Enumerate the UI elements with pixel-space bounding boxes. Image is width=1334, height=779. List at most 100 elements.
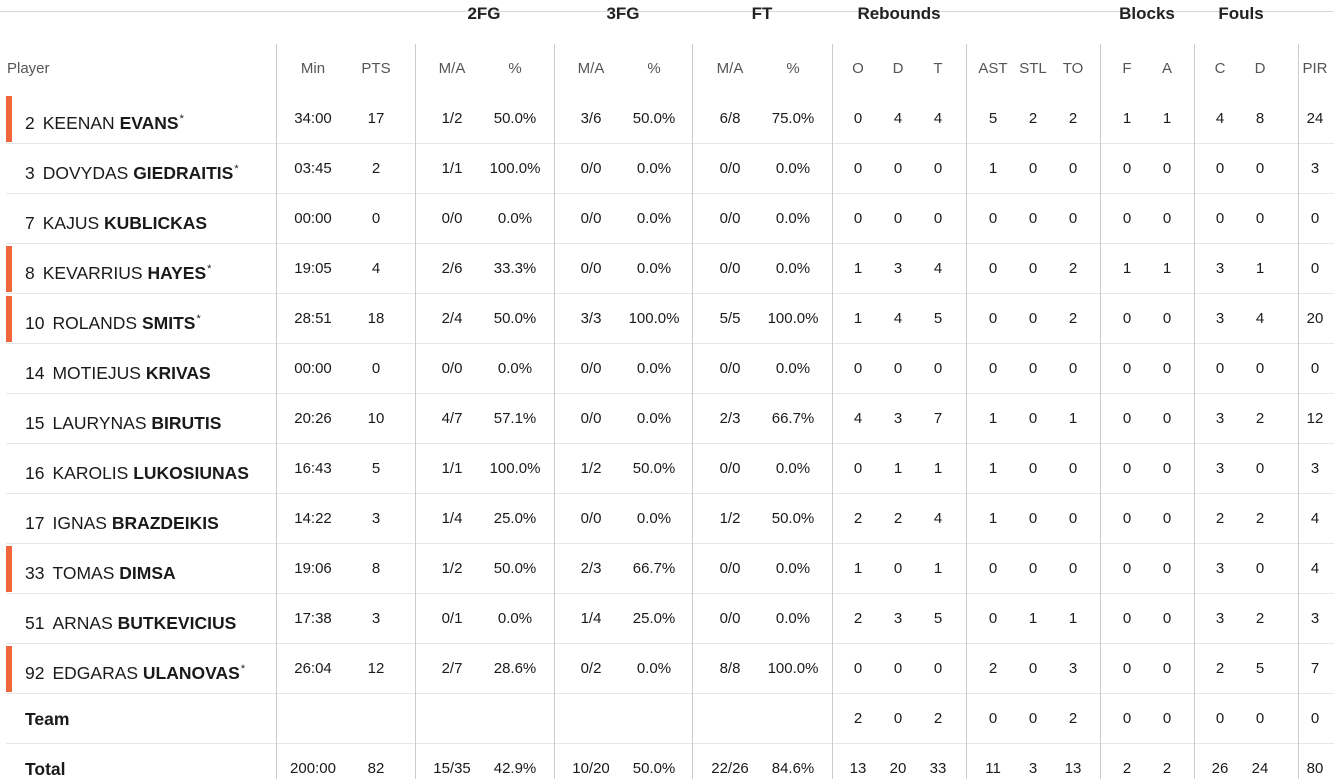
starter-indicator bbox=[6, 296, 12, 342]
stat-ast: 5 bbox=[988, 110, 998, 127]
stat-to: 1 bbox=[1068, 410, 1078, 427]
stat-3fg-pct: 66.7% bbox=[632, 560, 676, 577]
stat-fouls-drawn: 8 bbox=[1255, 110, 1265, 127]
stat-reb-def: 0 bbox=[893, 710, 903, 727]
stat-blk-against: 0 bbox=[1162, 460, 1172, 477]
stat-fouls-drawn: 2 bbox=[1255, 610, 1265, 627]
column-header-2fg-ma[interactable]: M/A bbox=[438, 60, 466, 77]
player-name[interactable]: 17 IGNAS BRAZDEIKIS bbox=[25, 494, 220, 544]
player-name[interactable]: 10 ROLANDS SMITS* bbox=[25, 294, 201, 344]
player-row[interactable]: 15 LAURYNAS BIRUTIS 20:26 10 4/7 57.1% 0/0 0.0%… bbox=[0, 394, 1334, 444]
stat-ft-pct: 0.0% bbox=[775, 360, 811, 377]
column-header-reb-off[interactable]: O bbox=[852, 60, 864, 77]
row-divider bbox=[6, 243, 1334, 244]
player-last-name: BIRUTIS bbox=[151, 413, 222, 433]
stat-reb-def: 2 bbox=[893, 510, 903, 527]
stat-blk-for: 0 bbox=[1122, 560, 1132, 577]
starter-indicator bbox=[6, 96, 12, 142]
starter-star: * bbox=[196, 313, 201, 325]
team-row-label: Team bbox=[25, 709, 70, 729]
player-row[interactable]: 16 KAROLIS LUKOSIUNAS 16:43 5 1/1 100.0% 1/2 50… bbox=[0, 444, 1334, 494]
player-row[interactable]: 8 KEVARRIUS HAYES* 19:05 4 2/6 33.3% 0/0 0.0% 0/… bbox=[0, 244, 1334, 294]
player-name[interactable]: 51 ARNAS BUTKEVICIUS bbox=[25, 594, 237, 644]
stat-fouls-committed: 3 bbox=[1215, 310, 1225, 327]
top-divider bbox=[0, 11, 1334, 12]
column-header-player[interactable]: Player bbox=[7, 60, 50, 77]
stat-pts: 0 bbox=[371, 360, 381, 377]
stat-fouls-committed: 2 bbox=[1215, 510, 1225, 527]
stat-fouls-drawn: 5 bbox=[1255, 660, 1265, 677]
column-header-min[interactable]: Min bbox=[300, 60, 326, 77]
column-header-stl[interactable]: STL bbox=[1019, 60, 1047, 77]
player-name[interactable]: 2 KEENAN EVANS* bbox=[25, 94, 184, 144]
column-header-fouls-committed[interactable]: C bbox=[1214, 60, 1226, 77]
column-header-reb-def[interactable]: D bbox=[892, 60, 904, 77]
stat-ast: 1 bbox=[988, 160, 998, 177]
stat-stl: 0 bbox=[1028, 460, 1038, 477]
column-header-3fg-pct[interactable]: % bbox=[647, 60, 661, 77]
column-header-3fg-ma[interactable]: M/A bbox=[577, 60, 605, 77]
stat-2fg-pct: 33.3% bbox=[493, 260, 537, 277]
stat-reb-def: 4 bbox=[893, 310, 903, 327]
stat-fouls-drawn: 0 bbox=[1255, 210, 1265, 227]
column-header-ast[interactable]: AST bbox=[978, 60, 1008, 77]
column-header-fouls-drawn[interactable]: D bbox=[1254, 60, 1266, 77]
column-header-pir[interactable]: PIR bbox=[1302, 60, 1328, 77]
column-header-ft-ma[interactable]: M/A bbox=[716, 60, 744, 77]
player-name[interactable]: 16 KAROLIS LUKOSIUNAS bbox=[25, 444, 250, 494]
stat-2fg-ma: 0/0 bbox=[441, 360, 463, 377]
stat-reb-off: 2 bbox=[853, 610, 863, 627]
player-name[interactable]: 92 EDGARAS ULANOVAS* bbox=[25, 644, 245, 694]
stat-ft-ma: 0/0 bbox=[719, 210, 741, 227]
stat-ft-pct: 100.0% bbox=[767, 310, 819, 327]
stat-min: 03:45 bbox=[294, 160, 332, 177]
player-name[interactable]: 15 LAURYNAS BIRUTIS bbox=[25, 394, 222, 444]
player-row[interactable]: 51 ARNAS BUTKEVICIUS 17:38 3 0/1 0.0% 1/4 25.0%… bbox=[0, 594, 1334, 644]
stat-blk-for: 0 bbox=[1122, 160, 1132, 177]
column-header-pts[interactable]: PTS bbox=[361, 60, 391, 77]
stat-to: 0 bbox=[1068, 210, 1078, 227]
player-name[interactable]: 7 KAJUS KUBLICKAS bbox=[25, 194, 208, 244]
player-row[interactable]: 33 TOMAS DIMSA 19:06 8 1/2 50.0% 2/3 66.7% 0/0 0.… bbox=[0, 544, 1334, 594]
player-row[interactable]: 14 MOTIEJUS KRIVAS 00:00 0 0/0 0.0% 0/0 0.0% 0/0… bbox=[0, 344, 1334, 394]
column-header-to[interactable]: TO bbox=[1062, 60, 1084, 77]
player-number: 7 bbox=[25, 213, 35, 233]
player-row[interactable]: 3 DOVYDAS GIEDRAITIS* 03:45 2 1/1 100.0% 0/0 0.… bbox=[0, 144, 1334, 194]
player-name[interactable]: 8 KEVARRIUS HAYES* bbox=[25, 244, 211, 294]
column-header-blk-against[interactable]: A bbox=[1161, 60, 1173, 77]
starter-indicator bbox=[6, 246, 12, 292]
stat-3fg-ma: 3/3 bbox=[580, 310, 602, 327]
player-row[interactable]: 92 EDGARAS ULANOVAS* 26:04 12 2/7 28.6% 0/2 0.0… bbox=[0, 644, 1334, 694]
row-divider bbox=[6, 343, 1334, 344]
stat-stl: 0 bbox=[1028, 510, 1038, 527]
column-header-reb-tot[interactable]: T bbox=[933, 60, 943, 77]
stat-fouls-committed: 4 bbox=[1215, 110, 1225, 127]
column-header-ft-pct[interactable]: % bbox=[786, 60, 800, 77]
player-name[interactable]: 3 DOVYDAS GIEDRAITIS* bbox=[25, 144, 239, 194]
stat-reb-off: 0 bbox=[853, 660, 863, 677]
player-row[interactable]: 7 KAJUS KUBLICKAS 00:00 0 0/0 0.0% 0/0 0.0% 0/0 0… bbox=[0, 194, 1334, 244]
player-first-name: MOTIEJUS bbox=[52, 363, 141, 383]
stat-ft-ma: 0/0 bbox=[719, 610, 741, 627]
column-divider bbox=[832, 44, 833, 779]
stat-stl: 0 bbox=[1028, 410, 1038, 427]
stat-min: 19:05 bbox=[294, 260, 332, 277]
stat-blk-for: 0 bbox=[1122, 410, 1132, 427]
column-header-2fg-pct[interactable]: % bbox=[508, 60, 522, 77]
stat-min: 34:00 bbox=[294, 110, 332, 127]
stat-pir: 20 bbox=[1306, 310, 1324, 327]
stat-3fg-ma: 0/0 bbox=[580, 210, 602, 227]
stat-blk-against: 0 bbox=[1162, 360, 1172, 377]
player-row[interactable]: 17 IGNAS BRAZDEIKIS 14:22 3 1/4 25.0% 0/0 0.0% 1… bbox=[0, 494, 1334, 544]
stat-to: 2 bbox=[1068, 260, 1078, 277]
stat-blk-for: 1 bbox=[1122, 110, 1132, 127]
player-name[interactable]: 14 MOTIEJUS KRIVAS bbox=[25, 344, 212, 394]
column-header-blk-for[interactable]: F bbox=[1122, 60, 1132, 77]
player-name[interactable]: 33 TOMAS DIMSA bbox=[25, 544, 177, 594]
stat-blk-against: 0 bbox=[1162, 710, 1172, 727]
stat-2fg-pct: 100.0% bbox=[489, 160, 541, 177]
player-row[interactable]: 10 ROLANDS SMITS* 28:51 18 2/4 50.0% 3/3 100.0%… bbox=[0, 294, 1334, 344]
stat-reb-def: 3 bbox=[893, 410, 903, 427]
player-row[interactable]: 2 KEENAN EVANS* 34:00 17 1/2 50.0% 3/6 50.0% 6/8… bbox=[0, 94, 1334, 144]
stat-reb-def: 0 bbox=[893, 160, 903, 177]
